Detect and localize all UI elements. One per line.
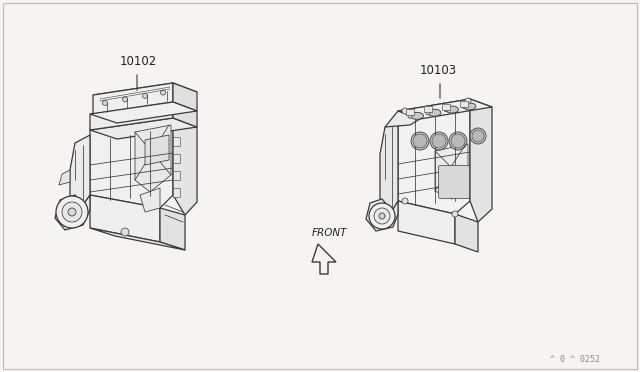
Ellipse shape (411, 132, 429, 150)
Ellipse shape (428, 109, 441, 116)
Polygon shape (173, 118, 197, 215)
Circle shape (432, 134, 446, 148)
Circle shape (143, 93, 147, 98)
Polygon shape (140, 188, 160, 212)
Polygon shape (145, 135, 169, 165)
Ellipse shape (430, 132, 448, 150)
Polygon shape (70, 135, 90, 205)
Polygon shape (90, 118, 173, 208)
Ellipse shape (410, 112, 424, 119)
FancyBboxPatch shape (173, 189, 180, 198)
Polygon shape (470, 99, 492, 222)
Polygon shape (90, 102, 197, 123)
FancyBboxPatch shape (438, 166, 470, 199)
Polygon shape (55, 195, 90, 230)
Polygon shape (90, 228, 185, 250)
FancyBboxPatch shape (173, 138, 180, 147)
Circle shape (102, 100, 108, 106)
Circle shape (369, 203, 395, 229)
Bar (406, 109, 414, 115)
Polygon shape (435, 144, 468, 199)
Circle shape (462, 105, 466, 109)
Text: ^ 0 ^ 0252: ^ 0 ^ 0252 (550, 355, 600, 364)
Polygon shape (59, 170, 70, 185)
Bar (424, 106, 432, 112)
Circle shape (451, 134, 465, 148)
Text: 10103: 10103 (420, 64, 457, 77)
Text: FRONT: FRONT (312, 228, 348, 238)
Circle shape (374, 208, 390, 224)
FancyBboxPatch shape (173, 154, 180, 164)
Circle shape (62, 202, 82, 222)
Bar (442, 103, 450, 110)
Circle shape (426, 111, 430, 115)
Circle shape (161, 90, 166, 95)
Circle shape (68, 208, 76, 216)
Circle shape (56, 196, 88, 228)
Circle shape (452, 211, 458, 217)
Polygon shape (135, 125, 171, 192)
FancyBboxPatch shape (173, 171, 180, 180)
Polygon shape (398, 201, 455, 244)
Circle shape (402, 198, 408, 204)
Polygon shape (398, 99, 470, 214)
Ellipse shape (470, 128, 486, 144)
Polygon shape (93, 83, 197, 104)
Polygon shape (173, 102, 197, 127)
Circle shape (472, 130, 484, 142)
Circle shape (122, 97, 127, 102)
Ellipse shape (463, 103, 476, 110)
Ellipse shape (449, 132, 467, 150)
Circle shape (465, 98, 471, 104)
Polygon shape (385, 111, 420, 127)
Polygon shape (173, 83, 197, 111)
Polygon shape (90, 195, 160, 242)
Polygon shape (93, 83, 173, 114)
Ellipse shape (445, 106, 458, 113)
Bar (460, 101, 468, 107)
Polygon shape (90, 118, 197, 139)
Circle shape (408, 114, 412, 118)
Circle shape (121, 228, 129, 236)
Polygon shape (455, 214, 478, 252)
Polygon shape (366, 199, 398, 231)
Circle shape (413, 134, 427, 148)
Polygon shape (312, 244, 336, 274)
Circle shape (444, 108, 448, 112)
Polygon shape (380, 121, 398, 211)
Polygon shape (90, 102, 173, 130)
Circle shape (402, 108, 408, 114)
Text: 10102: 10102 (120, 55, 157, 68)
Polygon shape (398, 99, 492, 119)
Circle shape (379, 213, 385, 219)
Polygon shape (160, 208, 185, 250)
